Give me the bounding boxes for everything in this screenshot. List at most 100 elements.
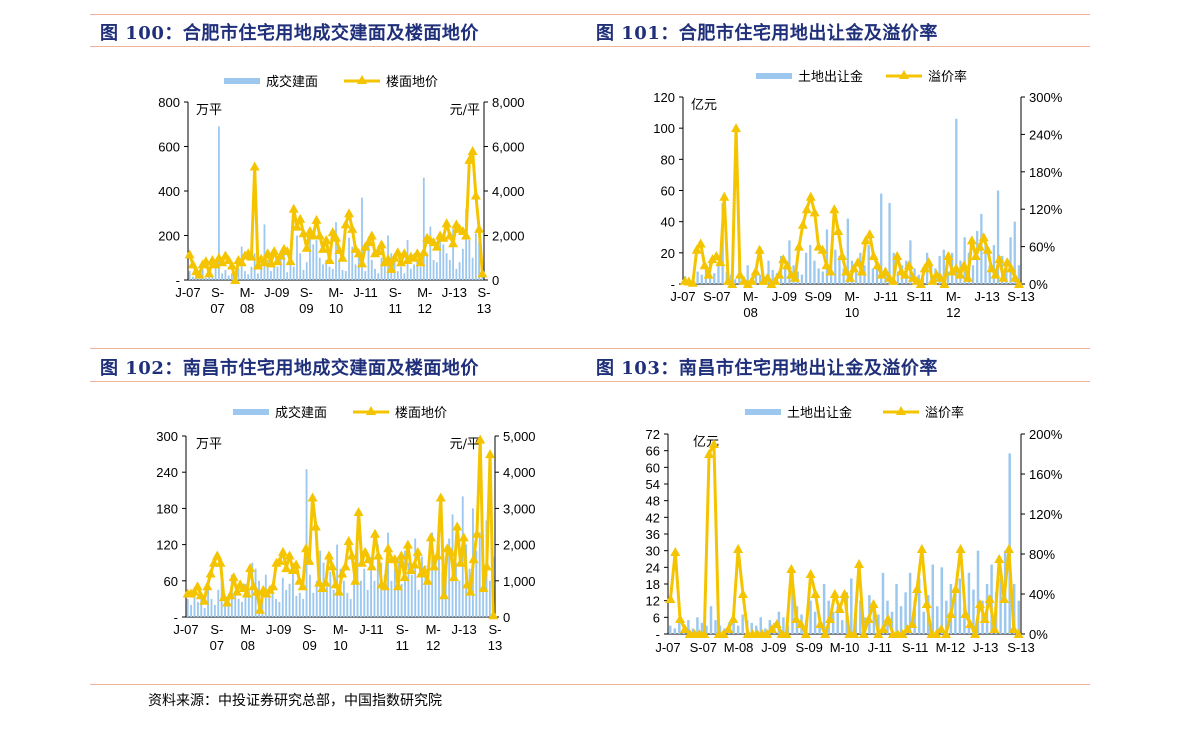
bar xyxy=(954,592,957,634)
x-tick-label: S- xyxy=(389,285,402,300)
bar xyxy=(895,584,898,634)
line-point xyxy=(994,554,1005,563)
left-tick-label: 40 xyxy=(661,215,675,230)
right-tick-label: 160% xyxy=(1029,467,1063,482)
line-point xyxy=(435,492,446,502)
line-point xyxy=(344,208,355,218)
line-point xyxy=(337,568,348,578)
bar xyxy=(784,268,787,284)
bar xyxy=(984,240,987,284)
bar xyxy=(963,237,966,284)
x-tick-label: J-09 xyxy=(266,622,291,637)
bar xyxy=(285,589,288,617)
bar xyxy=(448,538,451,617)
line-point xyxy=(795,619,806,628)
line-point xyxy=(941,629,952,638)
line-point xyxy=(903,260,914,270)
row2-top-rule xyxy=(90,348,1090,349)
line-point xyxy=(399,248,410,258)
bar xyxy=(427,580,430,617)
bar xyxy=(673,628,677,634)
x-tick-label: M- xyxy=(333,622,348,637)
line-point xyxy=(868,599,879,608)
right-tick-label: 8,000 xyxy=(492,95,525,110)
bar xyxy=(700,274,703,284)
left-tick-label: 54 xyxy=(646,477,660,492)
bar xyxy=(817,268,820,284)
bar xyxy=(318,257,321,280)
right-tick-label: 300% xyxy=(1029,90,1063,105)
line-point xyxy=(277,546,288,556)
line-point xyxy=(829,589,840,598)
bar xyxy=(884,268,887,284)
x-tick-label: S-09 xyxy=(795,640,822,655)
line-point xyxy=(727,279,738,288)
x-tick-label: 10 xyxy=(329,301,343,316)
x-tick-label: 12 xyxy=(946,305,960,320)
left-tick-label: 36 xyxy=(646,527,660,542)
left-tick-label: 80 xyxy=(661,152,675,167)
line-point xyxy=(786,564,797,573)
bar xyxy=(383,264,386,280)
line-point xyxy=(711,250,722,260)
line-point xyxy=(970,629,981,638)
line-point xyxy=(939,279,950,288)
line-point xyxy=(396,550,407,560)
bar xyxy=(759,274,762,284)
line-point xyxy=(353,248,364,258)
legend-label-line: 楼面地价 xyxy=(395,406,447,421)
bar xyxy=(268,595,271,617)
bar xyxy=(186,598,189,617)
bar xyxy=(455,562,457,617)
line-point xyxy=(883,614,894,623)
bar xyxy=(227,275,230,280)
line-point xyxy=(839,589,850,598)
left-tick-label: 18 xyxy=(646,577,660,592)
line-point xyxy=(386,263,397,273)
line-point xyxy=(297,581,308,591)
line-point xyxy=(259,257,270,267)
bar xyxy=(356,526,359,617)
line-point xyxy=(353,507,364,517)
bar xyxy=(387,532,389,617)
right-tick-label: 180% xyxy=(1029,165,1063,180)
right-tick-label: 3,000 xyxy=(503,501,536,516)
bar xyxy=(260,264,263,280)
line-point xyxy=(852,257,863,267)
line-point xyxy=(199,595,210,605)
bar xyxy=(714,620,717,634)
right-tick-label: 80% xyxy=(1029,547,1055,562)
x-tick-label: S-11 xyxy=(902,640,929,655)
bar xyxy=(210,598,213,617)
bar xyxy=(1017,600,1020,634)
bar xyxy=(746,265,749,284)
x-tick-label: 10 xyxy=(333,638,347,653)
bar xyxy=(734,279,737,284)
bar xyxy=(247,589,250,617)
bar xyxy=(709,606,713,634)
line-point xyxy=(445,546,456,556)
right-tick-label: 40% xyxy=(1029,587,1055,602)
bar xyxy=(804,252,808,284)
bar xyxy=(231,273,233,280)
bar xyxy=(359,580,362,617)
line-point xyxy=(462,579,473,589)
line-point xyxy=(485,449,496,459)
bar xyxy=(713,273,716,284)
line-point xyxy=(762,272,773,282)
legend-label-line: 溢价率 xyxy=(928,69,967,85)
x-tick-label: S- xyxy=(211,285,224,300)
line-point xyxy=(731,123,742,133)
bar xyxy=(370,556,372,617)
bar xyxy=(429,226,432,280)
bar xyxy=(755,625,758,634)
line-point xyxy=(241,588,252,598)
line-point xyxy=(337,252,348,262)
x-tick-label: J-07 xyxy=(173,622,198,637)
line-point xyxy=(300,543,311,553)
bar xyxy=(458,262,461,280)
line-point xyxy=(360,546,371,556)
bar xyxy=(678,622,681,634)
figure-101-title: 图 101：合肥市住宅用地出让金及溢价率 xyxy=(596,23,938,44)
line-point xyxy=(873,629,884,638)
